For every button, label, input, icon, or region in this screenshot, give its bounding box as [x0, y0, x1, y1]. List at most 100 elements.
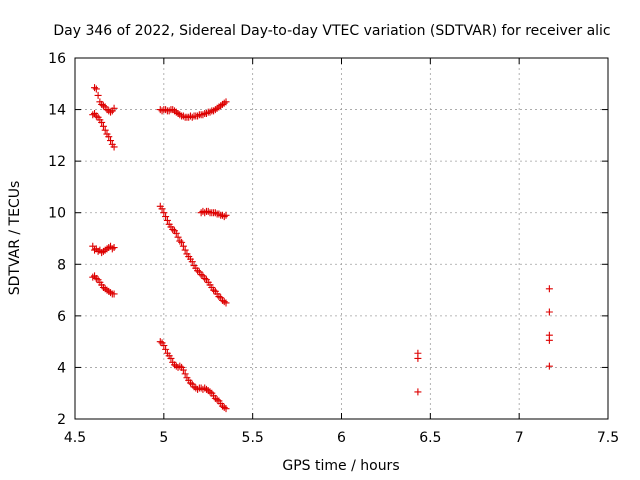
data-point [158, 205, 166, 213]
data-point [220, 99, 228, 107]
data-point [91, 84, 99, 92]
data-point [174, 109, 182, 117]
data-point [181, 370, 189, 378]
data-point [163, 216, 171, 224]
data-point [160, 209, 168, 217]
data-point [178, 238, 186, 246]
data-points [89, 84, 553, 413]
data-point [211, 209, 219, 217]
data-point [98, 249, 106, 257]
data-point [188, 113, 196, 121]
series-sat-64 [414, 349, 422, 396]
data-point [94, 91, 102, 99]
data-point [414, 388, 422, 396]
data-point [108, 245, 116, 253]
y-tick-label: 16 [48, 51, 66, 67]
data-point [176, 111, 184, 119]
data-point [105, 287, 113, 295]
data-point [545, 336, 553, 344]
y-axis-label: SDTVAR / TECUs [7, 181, 23, 296]
data-point [105, 133, 113, 141]
data-point [92, 85, 100, 93]
data-point [222, 211, 230, 219]
data-point [201, 274, 209, 282]
data-point [170, 361, 178, 369]
data-point [110, 290, 118, 298]
data-point [98, 118, 106, 126]
data-point [201, 384, 209, 392]
data-point [213, 396, 221, 404]
series-arc-a [91, 84, 118, 116]
data-point [92, 274, 100, 282]
data-point [414, 354, 422, 362]
data-point [204, 207, 212, 215]
data-point [101, 126, 109, 134]
grid-lines [75, 58, 608, 419]
data-point [220, 213, 228, 221]
x-tick-label: 5.5 [242, 430, 264, 446]
data-point [156, 338, 164, 346]
data-point [215, 103, 223, 111]
data-point [222, 405, 230, 413]
data-point [107, 108, 115, 116]
x-tick-label: 6 [337, 430, 346, 446]
series-arc-c [89, 242, 118, 257]
data-point [110, 143, 118, 151]
data-point [107, 289, 115, 297]
data-point [89, 242, 97, 250]
x-tick-label: 5 [159, 430, 168, 446]
data-point [89, 111, 97, 119]
y-tick-label: 8 [57, 257, 66, 273]
series-arc-g [197, 207, 230, 221]
data-point [89, 273, 97, 281]
data-point [162, 345, 170, 353]
y-tick-label: 10 [48, 206, 66, 222]
data-point [194, 267, 202, 275]
data-point [170, 107, 178, 115]
data-point [103, 106, 111, 114]
data-point [545, 362, 553, 370]
data-point [218, 402, 226, 410]
data-point [197, 271, 205, 279]
x-tick-label: 6.5 [419, 430, 441, 446]
data-point [202, 385, 210, 393]
data-point [103, 286, 111, 294]
data-point [179, 112, 187, 120]
data-point [172, 108, 180, 116]
data-point [199, 111, 207, 119]
y-tick-label: 12 [48, 154, 66, 170]
data-point [167, 354, 175, 362]
data-point [220, 403, 228, 411]
data-point [545, 285, 553, 293]
data-point [211, 394, 219, 402]
x-axis-label: GPS time / hours [282, 458, 399, 474]
series-arc-d [89, 272, 118, 298]
data-point [194, 112, 202, 120]
data-point [190, 383, 198, 391]
y-tick-label: 6 [57, 309, 66, 325]
data-point [160, 342, 168, 350]
y-tick-label: 2 [57, 412, 66, 428]
x-axis: 4.5 5 5.5 6 6.5 7 7.5 [64, 58, 619, 446]
data-point [545, 308, 553, 316]
x-tick-label: 4.5 [64, 430, 86, 446]
data-point [213, 104, 221, 112]
data-point [174, 233, 182, 241]
series-arc-f [156, 202, 230, 307]
data-point [172, 229, 180, 237]
data-point [215, 293, 223, 301]
y-tick-label: 14 [48, 103, 66, 119]
data-point [206, 108, 214, 116]
data-point [217, 102, 225, 110]
data-point [99, 122, 107, 130]
data-point [218, 296, 226, 304]
data-point [101, 285, 109, 293]
data-point [176, 362, 184, 370]
data-point [220, 298, 228, 306]
data-point [210, 107, 218, 115]
data-point [188, 258, 196, 266]
series-arc-b [89, 109, 118, 151]
data-point [99, 283, 107, 291]
y-axis: 2 4 6 8 10 12 14 16 [48, 51, 608, 428]
data-point [98, 100, 106, 108]
